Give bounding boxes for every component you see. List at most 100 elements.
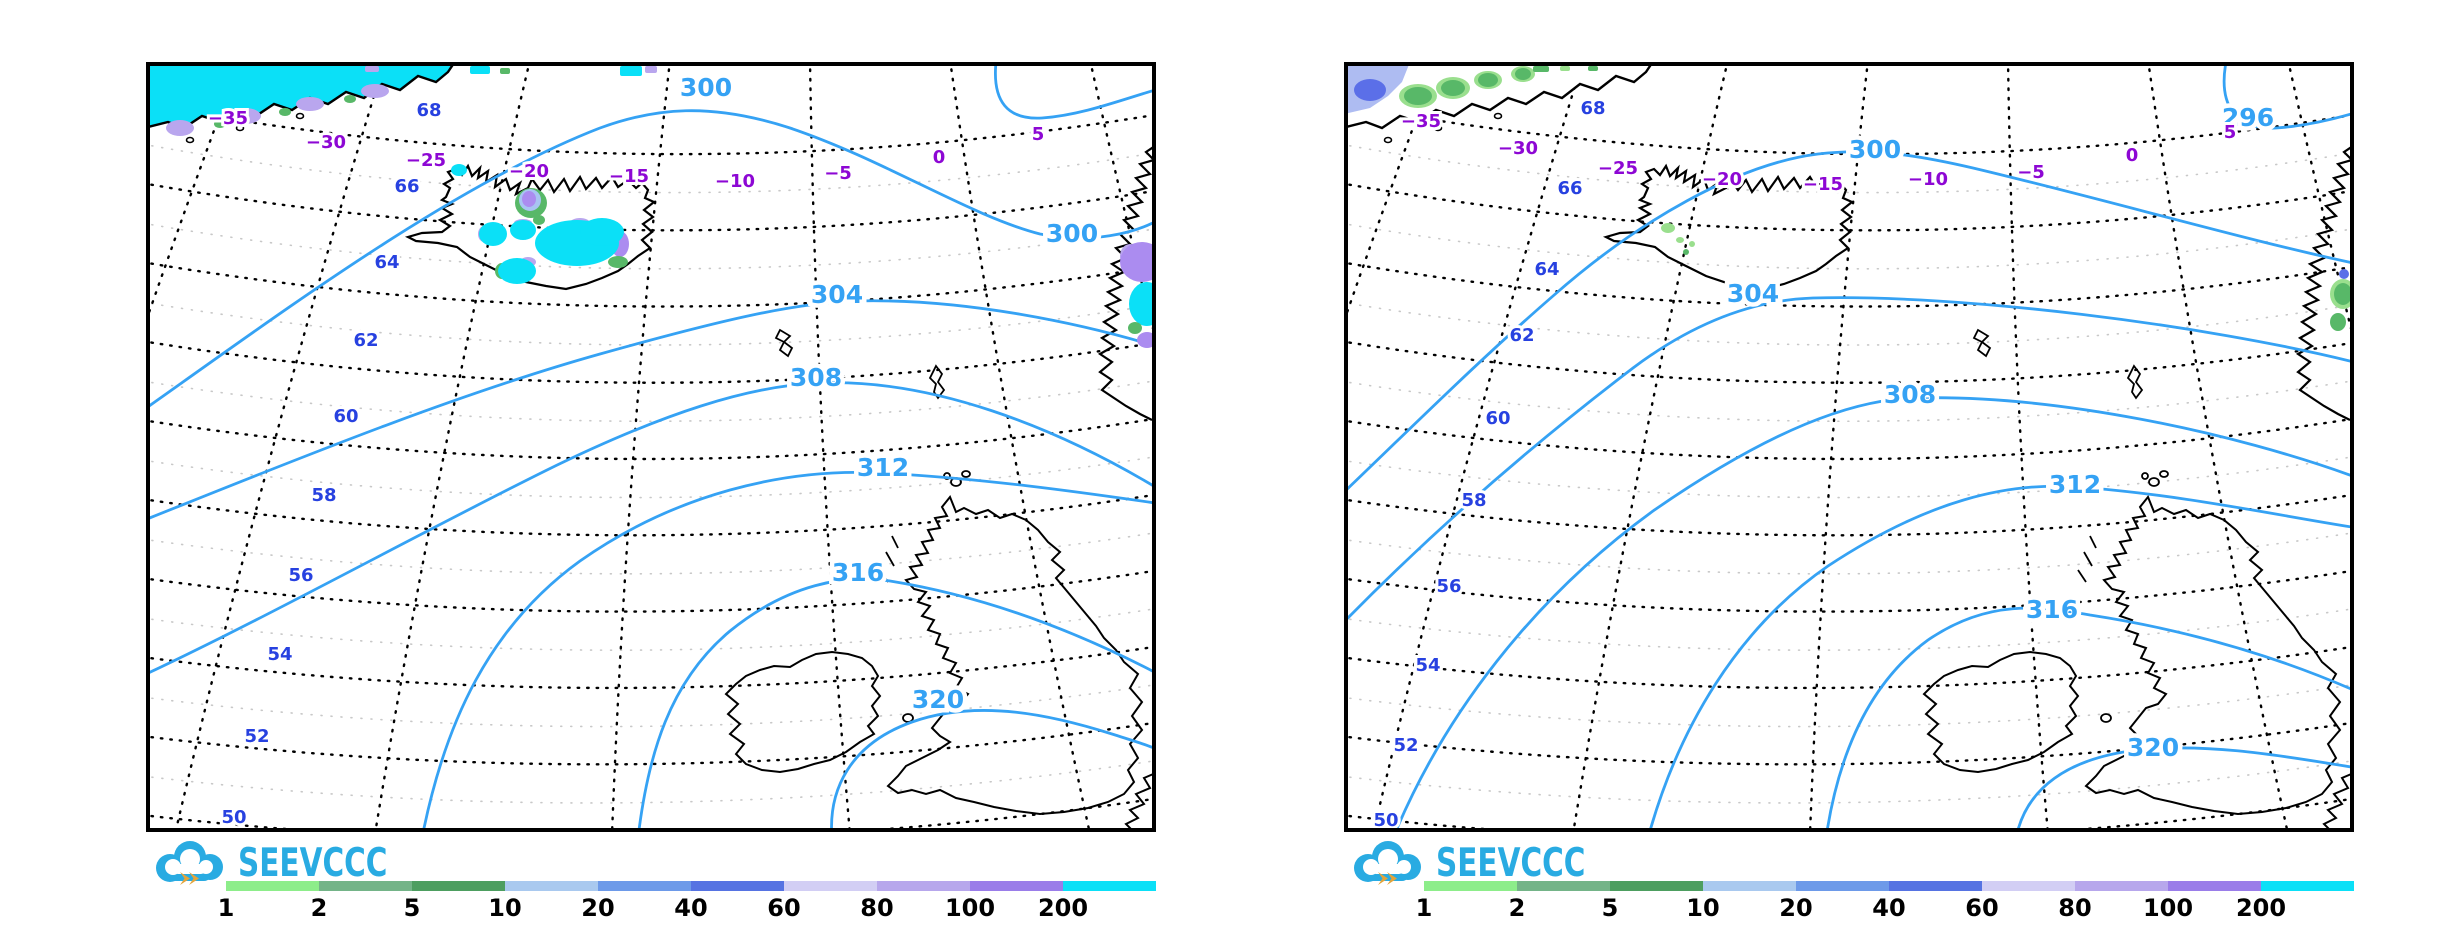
contour-label: 316	[832, 558, 884, 587]
latitude-label: 64	[1534, 259, 1559, 280]
temperature-label: −35	[208, 108, 248, 129]
legend-bar	[1424, 881, 2354, 891]
seevccc-cloud-icon	[156, 841, 223, 885]
legend-tick-label: 1	[217, 894, 235, 922]
contour-label: 300	[1046, 219, 1098, 248]
legend-tick-label: 200	[2235, 894, 2287, 922]
legend-segment	[2261, 881, 2354, 891]
latitude-label: 52	[244, 726, 269, 747]
temperature-label: −20	[1702, 169, 1742, 190]
legend-segment	[505, 881, 598, 891]
legend-tick-label: 100	[944, 894, 996, 922]
contour-label: 300	[680, 73, 732, 102]
graticule-minor	[1348, 144, 2350, 804]
temperature-label: −15	[609, 166, 649, 187]
graticule-meridians	[1348, 66, 2350, 828]
legend-segment	[598, 881, 691, 891]
legend-tick-label: 10	[1686, 894, 1720, 922]
legend-tick-label: 40	[1872, 894, 1906, 922]
snow-legend-right: 1 2 5 10 20 40 60 80 100 200	[1416, 881, 2354, 923]
contour-label: 304	[1727, 279, 1779, 308]
logo-arrow-icon	[1378, 872, 1388, 885]
graticule-meridians	[150, 66, 1152, 828]
contour-label: 296	[2222, 103, 2274, 132]
seevccc-logo-left: SEEVCCC	[150, 840, 420, 886]
temperature-label: −30	[306, 132, 346, 153]
temperature-label: −35	[1401, 111, 1441, 132]
temperature-label: −5	[824, 163, 852, 184]
map-labels: 296 300 304 308 312 316 320 −35 −30 −25 −20 −15 −10 −…	[1370, 95, 2278, 828]
map-dream8-svg: 296 300 304 308 312 316 320 −35 −30 −25 −20 −15 −10 −…	[1348, 66, 2350, 828]
temperature-label: 5	[1032, 124, 1045, 145]
legend-segment	[2168, 881, 2261, 891]
legend-segment	[1796, 881, 1889, 891]
legend-segment	[1703, 881, 1796, 891]
legend-tick-label: 40	[674, 894, 708, 922]
legend-segment	[1982, 881, 2075, 891]
legend-tick-label: 20	[1779, 894, 1813, 922]
snow-overlay	[1348, 66, 2350, 331]
latitude-label: 56	[288, 565, 313, 586]
legend-tick-label: 20	[581, 894, 615, 922]
latitude-label: 54	[1415, 655, 1440, 676]
latitude-label: 62	[1509, 325, 1534, 346]
latitude-label: 56	[1436, 576, 1461, 597]
temperature-label: −10	[1908, 169, 1948, 190]
seevccc-cloud-icon	[1354, 841, 1421, 885]
temperature-label: 0	[2126, 145, 2139, 166]
map-ecmwf-svg: 300 300 304 308 312 316 320 −35 −30 −25 −20 −15 −10 −…	[150, 66, 1152, 828]
legend-segment	[1424, 881, 1517, 891]
graticule-parallels	[150, 104, 1152, 828]
map-labels: 300 300 304 308 312 316 320 −35 −30 −25 −20 −15 −10 −…	[205, 69, 1103, 829]
legend-tick-label: 200	[1037, 894, 1089, 922]
latitude-label: 66	[394, 176, 419, 197]
temperature-label: −25	[406, 150, 446, 171]
legend-segment	[970, 881, 1063, 891]
latitude-label: 52	[1393, 735, 1418, 756]
temperature-label: −30	[1498, 138, 1538, 159]
latitude-label: 68	[1580, 98, 1605, 119]
legend-segment	[877, 881, 970, 891]
coastlines	[1348, 66, 2350, 828]
geopotential-contours	[1348, 66, 2350, 828]
latitude-label: 50	[1373, 810, 1398, 828]
temperature-label: 5	[2224, 122, 2237, 143]
logo-text: SEEVCCC	[238, 840, 388, 886]
legend-tick-label: 10	[488, 894, 522, 922]
legend-segment	[1610, 881, 1703, 891]
legend-tick-label: 1	[1415, 894, 1433, 922]
latitude-label: 66	[1557, 178, 1582, 199]
legend-tick-label: 5	[403, 894, 421, 922]
latitude-label: 60	[1485, 408, 1510, 429]
legend-bar	[226, 881, 1156, 891]
map-dream8: 296 300 304 308 312 316 320 −35 −30 −25 −20 −15 −10 −…	[1344, 62, 2354, 832]
contour-label: 312	[857, 453, 909, 482]
contour-label: 304	[811, 280, 863, 309]
latitude-label: 54	[267, 644, 292, 665]
temperature-label: −10	[715, 171, 755, 192]
snow-legend-left: 1 2 5 10 20 40 60 80 100 200	[218, 881, 1156, 923]
latitude-label: 58	[1461, 490, 1486, 511]
temperature-label: 0	[933, 147, 946, 168]
contour-label: 300	[1849, 135, 1901, 164]
contour-label: 320	[912, 685, 964, 714]
legend-tick-label: 60	[767, 894, 801, 922]
latitude-label: 60	[333, 406, 358, 427]
legend-segment	[1063, 881, 1156, 891]
legend-segment	[412, 881, 505, 891]
legend-segment	[784, 881, 877, 891]
temperature-label: −25	[1598, 158, 1638, 179]
coastlines	[150, 66, 1152, 828]
latitude-label: 62	[353, 330, 378, 351]
contour-label: 312	[2049, 470, 2101, 499]
legend-tick-label: 80	[2058, 894, 2092, 922]
map-ecmwf: 300 300 304 308 312 316 320 −35 −30 −25 −20 −15 −10 −…	[146, 62, 1156, 832]
geopotential-contours	[150, 66, 1152, 828]
contour-label: 320	[2127, 733, 2179, 762]
legend-tick-label: 5	[1601, 894, 1619, 922]
contour-label: 308	[790, 363, 842, 392]
legend-segment	[2075, 881, 2168, 891]
legend-tick-label: 80	[860, 894, 894, 922]
temperature-label: −5	[2017, 162, 2045, 183]
legend-segment	[319, 881, 412, 891]
